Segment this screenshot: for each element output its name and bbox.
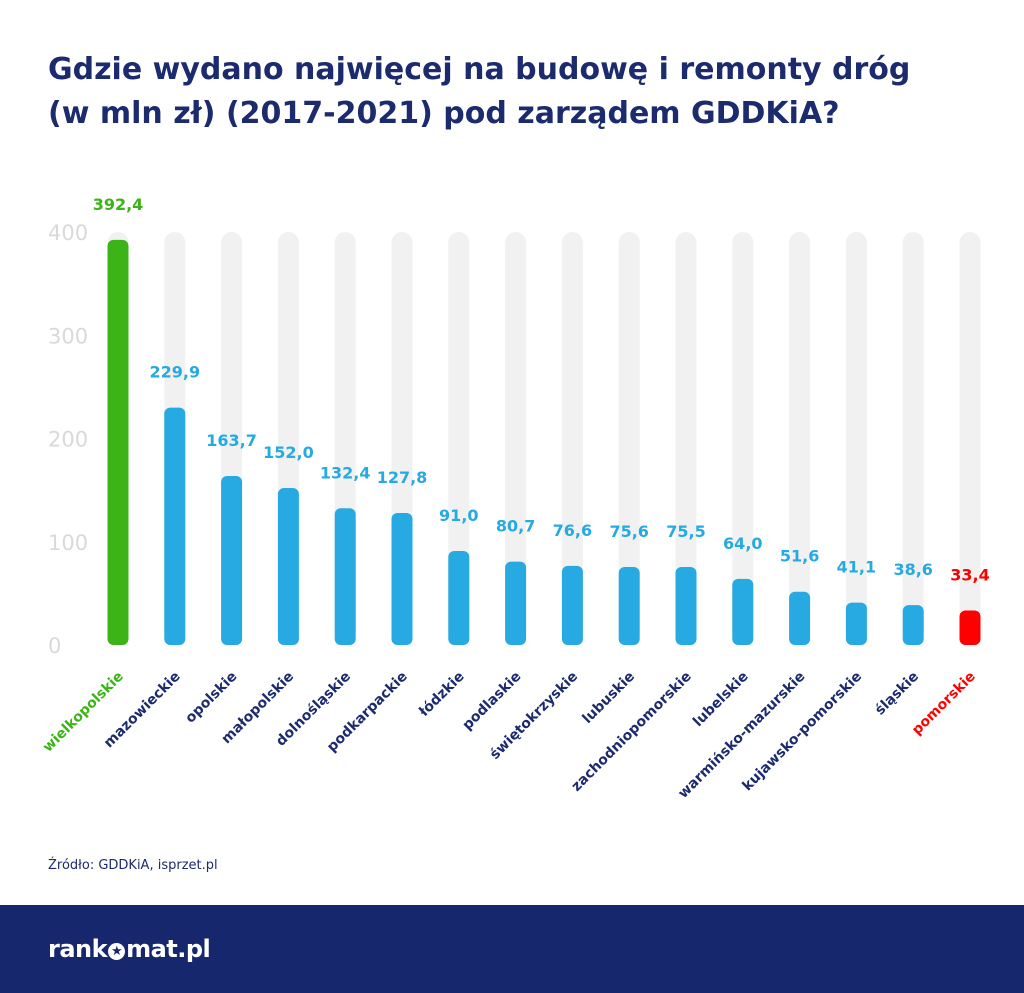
data-label: 33,4: [950, 566, 989, 585]
data-label: 41,1: [837, 558, 876, 577]
bar: [277, 488, 299, 645]
title-line-1: Gdzie wydano najwięcej na budowę i remon…: [48, 52, 911, 87]
bar-track: [561, 232, 583, 645]
data-label: 163,7: [206, 431, 257, 450]
bar: [902, 605, 924, 645]
data-label: 127,8: [377, 468, 428, 487]
data-label: 75,5: [666, 522, 705, 541]
x-tick-label: lubuskie: [580, 669, 638, 727]
y-tick-label: 200: [48, 428, 88, 452]
data-label: 64,0: [723, 534, 762, 553]
bar: [732, 578, 754, 645]
data-label: 152,0: [263, 443, 314, 462]
bar-track: [789, 232, 811, 645]
y-tick-label: 0: [48, 634, 61, 658]
bar-track: [902, 232, 924, 645]
brand-logo[interactable]: rank mat.pl: [48, 935, 211, 963]
bar-track: [618, 232, 640, 645]
logo-text-right: mat.pl: [126, 935, 211, 963]
data-label: 51,6: [780, 547, 819, 566]
data-label: 80,7: [496, 517, 535, 536]
x-tick-label: opolskie: [182, 669, 240, 727]
bar: [448, 551, 470, 645]
x-tick-label: zachodniopomorskie: [569, 669, 695, 795]
bar: [618, 566, 640, 645]
bar: [789, 591, 811, 645]
bar: [959, 610, 981, 645]
footer-bar: rank mat.pl: [0, 905, 1024, 993]
y-tick-label: 400: [48, 221, 88, 245]
bar-track: [505, 232, 527, 645]
x-tick-label: śląskie: [872, 669, 922, 719]
x-tick-label: lubelskie: [690, 669, 752, 731]
bar: [675, 567, 697, 645]
bar-track: [959, 232, 981, 645]
data-label: 392,4: [93, 195, 144, 214]
x-tick-label: łódzkie: [416, 669, 468, 721]
bar: [334, 508, 356, 645]
bar: [164, 407, 186, 645]
data-label: 229,9: [149, 363, 200, 382]
data-label: 76,6: [553, 521, 592, 540]
bar: [107, 239, 129, 646]
data-label: 38,6: [893, 560, 932, 579]
bar-track: [675, 232, 697, 645]
bar: [845, 602, 867, 645]
y-tick-label: 100: [48, 531, 88, 555]
bar-track: [732, 232, 754, 645]
star-circle-icon: [108, 942, 126, 961]
bar: [505, 561, 527, 645]
data-label: 91,0: [439, 506, 478, 525]
bar: [561, 565, 583, 645]
data-label: 132,4: [320, 463, 371, 482]
logo-text-left: rank: [48, 935, 108, 963]
y-tick-label: 300: [48, 324, 88, 348]
bar: [391, 513, 413, 645]
chart-title: Gdzie wydano najwięcej na budowę i remon…: [48, 48, 1008, 136]
bar-track: [448, 232, 470, 645]
bar-track: [845, 232, 867, 645]
bar: [221, 475, 243, 645]
bar-chart: 0100200300400392,4wielkopolskie229,9mazo…: [40, 195, 990, 802]
data-label: 75,6: [609, 522, 648, 541]
source-note: Źródło: GDDKiA, isprzet.pl: [48, 858, 218, 873]
title-line-2: (w mln zł) (2017-2021) pod zarządem GDDK…: [48, 96, 840, 131]
x-tick-label: kujawsko-pomorskie: [739, 669, 865, 795]
